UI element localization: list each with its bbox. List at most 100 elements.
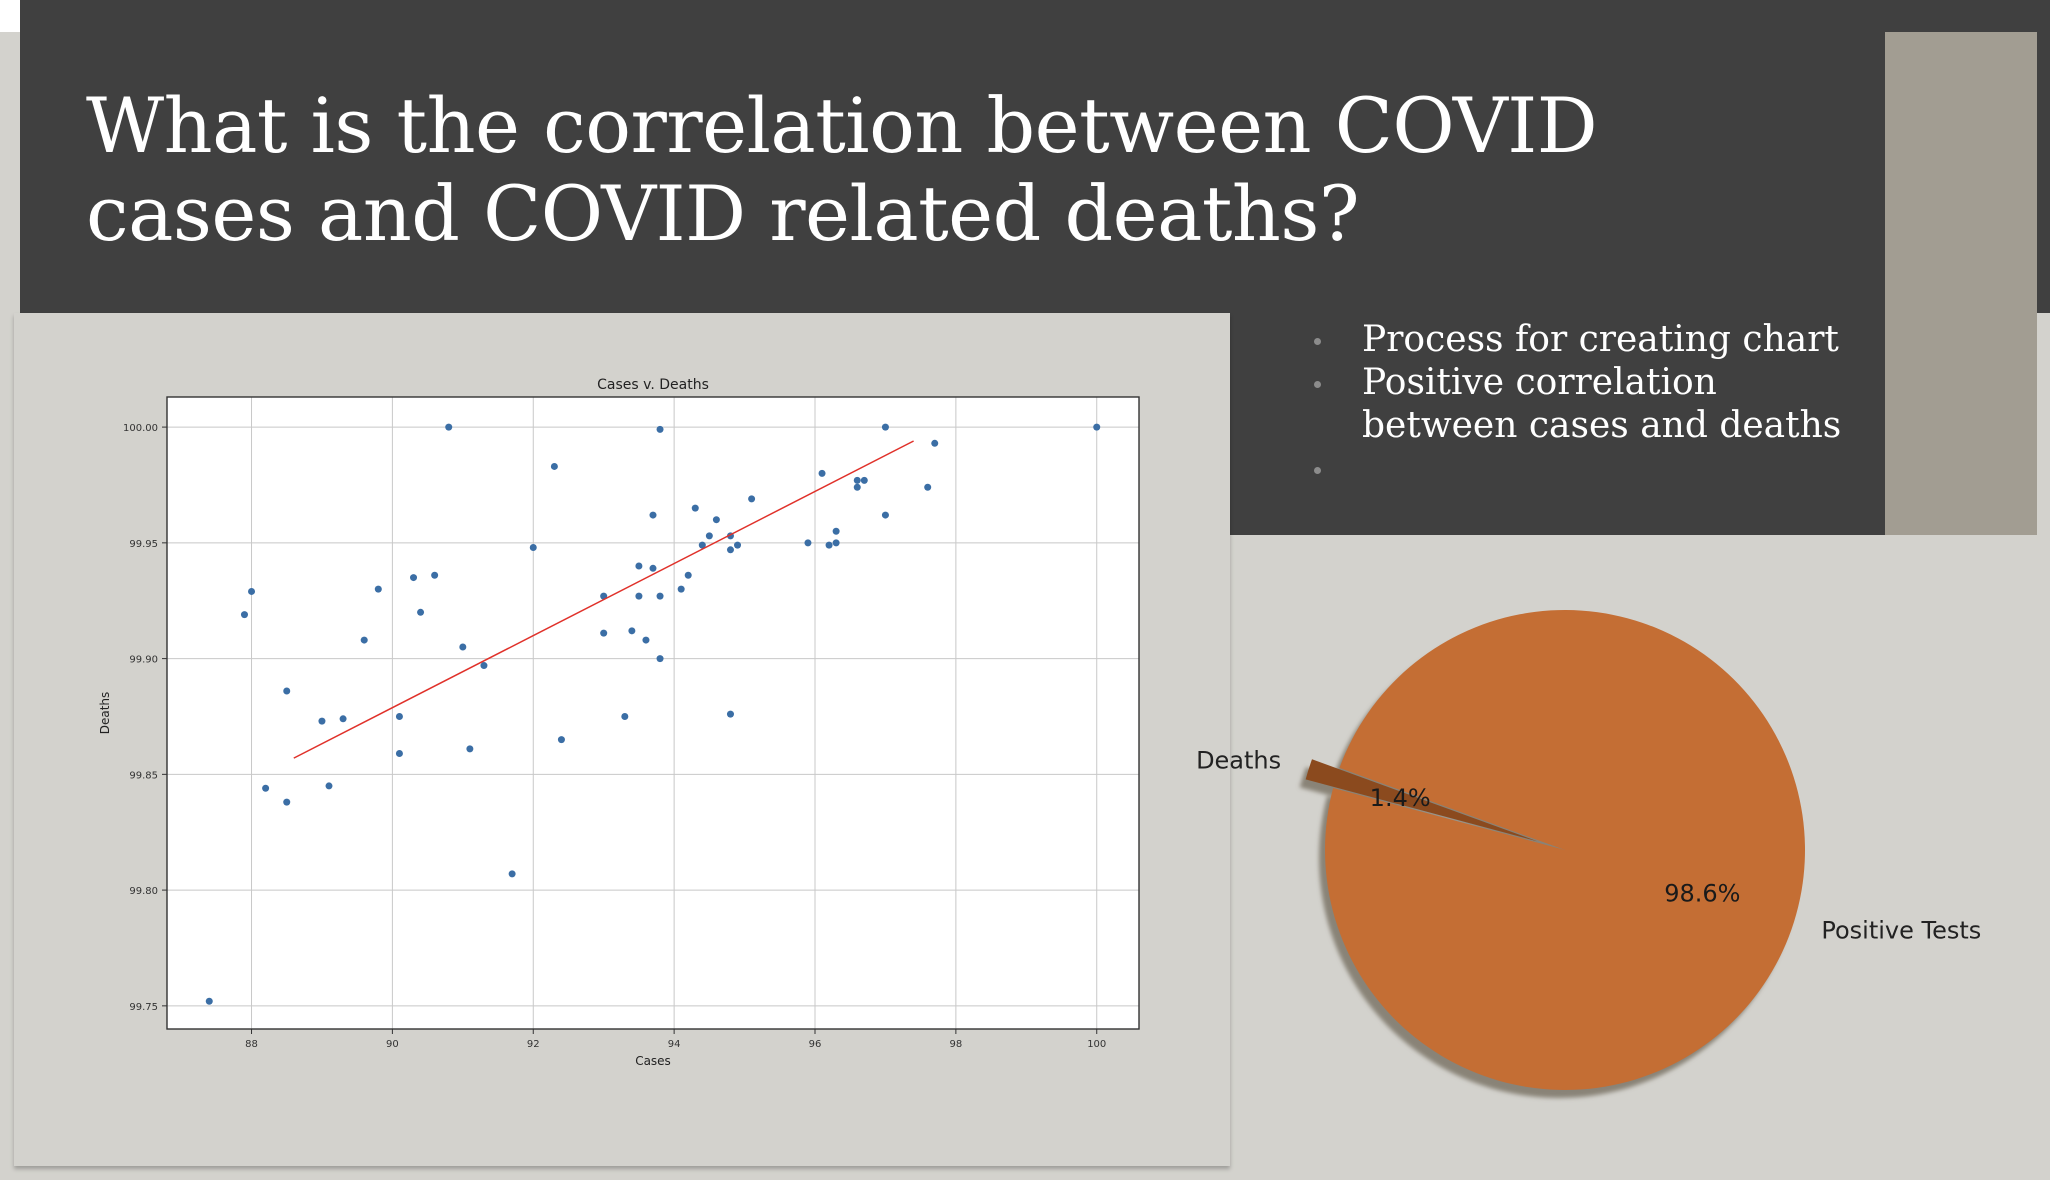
scatter-point (431, 571, 439, 579)
scatter-gridlines (167, 397, 1139, 1029)
scatter-point (600, 629, 608, 637)
title-band (20, 0, 2050, 313)
scatter-point (283, 687, 291, 695)
scatter-point (698, 541, 706, 549)
x-tick-label: 98 (950, 1039, 963, 1050)
scatter-point (395, 712, 403, 720)
scatter-point (712, 516, 720, 524)
scatter-point (832, 527, 840, 535)
scatter-point (325, 782, 333, 790)
scatter-point (339, 715, 347, 723)
scatter-point (804, 539, 812, 547)
scatter-point (410, 574, 418, 582)
scatter-point (635, 562, 643, 570)
bullet-dot-icon (1314, 467, 1321, 474)
scatter-point (642, 636, 650, 644)
scatter-point (262, 784, 270, 792)
scatter-point (466, 745, 474, 753)
y-tick-label: 99.75 (129, 1002, 158, 1013)
scatter-point (283, 798, 291, 806)
scatter-point (248, 587, 256, 595)
scatter-y-axis-label: Deaths (98, 692, 112, 735)
scatter-point (931, 439, 939, 447)
pie-slice (1305, 759, 1538, 842)
pie-percent-label: 98.6% (1664, 879, 1740, 907)
bullet-dot-icon (1314, 338, 1321, 345)
slide-title: What is the correlation between COVID ca… (86, 81, 1598, 258)
scatter-point (677, 585, 685, 593)
scatter-point (649, 564, 657, 572)
pie-percent-label: 1.4% (1370, 784, 1431, 812)
scatter-x-axis-label: Cases (635, 1054, 671, 1068)
y-tick-label: 99.90 (129, 655, 158, 666)
scatter-point (318, 717, 326, 725)
scatter-point (860, 476, 868, 484)
scatter-point (924, 483, 932, 491)
scatter-point (635, 592, 643, 600)
y-tick-label: 99.95 (129, 539, 158, 550)
pie-chart: Deaths 1.4% Positive Tests 98.6% (1196, 609, 1981, 1098)
scatter-point (691, 504, 699, 512)
bullet-dot-icon (1314, 381, 1321, 388)
scatter-plot-background (167, 397, 1139, 1029)
scatter-point (445, 423, 453, 431)
bullet-item: Process for creating chart (1310, 318, 1850, 361)
scatter-point (825, 541, 833, 549)
pie-slice-label: Positive Tests (1821, 917, 1981, 945)
x-tick-label: 92 (527, 1039, 540, 1050)
x-tick-label: 90 (386, 1039, 399, 1050)
background-strip (1885, 535, 2050, 1180)
scatter-point (726, 710, 734, 718)
scatter-point (818, 469, 826, 477)
scatter-point (621, 712, 629, 720)
scatter-point (1093, 423, 1101, 431)
scatter-point (726, 546, 734, 554)
scatter-point (550, 462, 558, 470)
scatter-point (656, 655, 664, 663)
x-tick-label: 100 (1087, 1039, 1106, 1050)
scatter-point (360, 636, 368, 644)
bullet-list: Process for creating chart Positive corr… (1310, 318, 1850, 490)
bullet-text: Process for creating chart (1362, 319, 1839, 360)
scatter-ticks: 88 90 92 94 96 98 100 99.75 99.80 99.85 99.90 99.95… (123, 423, 1106, 1050)
scatter-point (557, 736, 565, 744)
accent-bar (1885, 32, 2037, 535)
bullet-text: Positive correlation between cases and d… (1362, 362, 1842, 446)
scatter-point (853, 483, 861, 491)
scatter-point (649, 511, 657, 519)
scatter-point (417, 608, 425, 616)
pie-slices (1305, 609, 1805, 1090)
bullet-pane (1230, 313, 1885, 535)
pie-slice (1325, 609, 1805, 1090)
scatter-title: Cases v. Deaths (597, 377, 709, 393)
scatter-point (374, 585, 382, 593)
scatter-point (240, 611, 248, 619)
scatter-point (881, 511, 889, 519)
scatter-point (459, 643, 467, 651)
scatter-point (748, 495, 756, 503)
scatter-point (853, 476, 861, 484)
bullet-item (1310, 447, 1850, 490)
scatter-point (705, 532, 713, 540)
x-tick-label: 88 (245, 1039, 258, 1050)
scatter-point (628, 627, 636, 635)
scatter-points (205, 423, 1101, 1005)
scatter-point (656, 592, 664, 600)
scatter-plot-frame (166, 396, 1140, 1030)
bullet-item: Positive correlation between cases and d… (1310, 361, 1850, 447)
y-tick-label: 99.80 (129, 886, 158, 897)
trend-line (293, 440, 914, 759)
scatter-point (832, 539, 840, 547)
scatter-point (205, 997, 213, 1005)
y-tick-label: 99.85 (129, 770, 158, 781)
scatter-point (395, 750, 403, 758)
pie-slice-label: Deaths (1196, 747, 1281, 775)
scatter-point (529, 543, 537, 551)
pie-labels: Deaths 1.4% Positive Tests 98.6% (1196, 747, 1981, 945)
scatter-point (734, 541, 742, 549)
y-tick-label: 100.00 (123, 423, 158, 434)
x-tick-label: 96 (809, 1039, 822, 1050)
scatter-point (881, 423, 889, 431)
x-tick-label: 94 (668, 1039, 681, 1050)
